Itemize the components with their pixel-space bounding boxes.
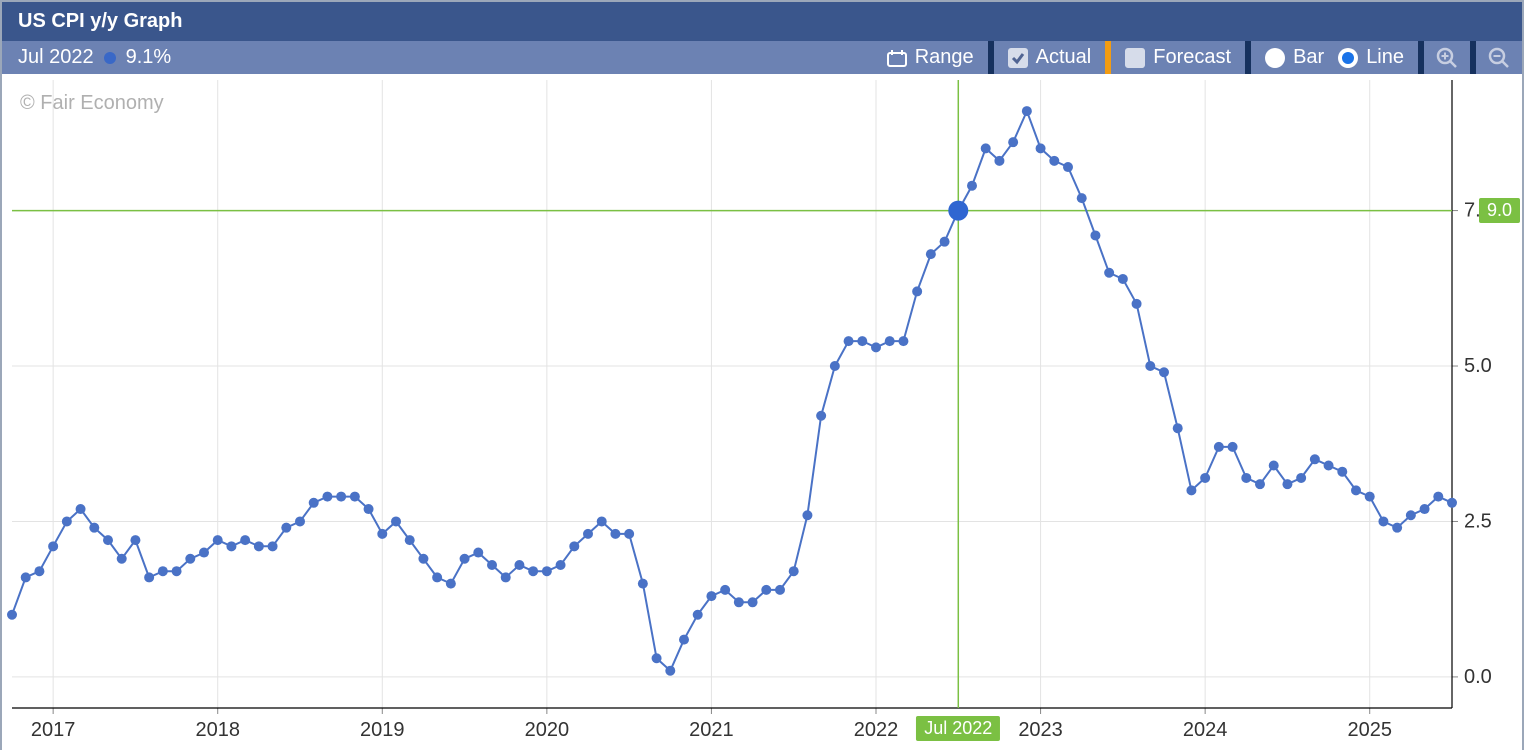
series-dot-icon [104,52,116,64]
line-label: Line [1366,46,1404,69]
radio-unchecked-icon [1265,48,1285,68]
line-radio[interactable]: Line [1338,41,1418,74]
svg-text:5.0: 5.0 [1464,355,1492,377]
zoom-in-icon [1436,47,1458,69]
svg-text:2025: 2025 [1347,719,1392,741]
checkbox-checked-icon [1008,48,1028,68]
title-bar: US CPI y/y Graph [2,2,1522,41]
svg-text:2020: 2020 [525,719,570,741]
hover-date: Jul 2022 [18,46,94,69]
forecast-toggle[interactable]: Forecast [1111,41,1245,74]
range-button[interactable]: Range [873,41,988,74]
hover-readout: Jul 2022 9.1% [2,46,171,69]
svg-text:2024: 2024 [1183,719,1228,741]
hover-value: 9.1% [126,46,172,69]
checkbox-unchecked-icon [1125,48,1145,68]
line-chart: 0.02.55.07.52017201820192020202120222023… [2,74,1522,750]
bar-label: Bar [1293,46,1324,69]
svg-text:2023: 2023 [1018,719,1063,741]
svg-text:2021: 2021 [689,719,734,741]
watermark: © Fair Economy [20,92,164,115]
zoom-out-button[interactable] [1476,41,1522,74]
forecast-label: Forecast [1153,46,1231,69]
svg-text:0.0: 0.0 [1464,666,1492,688]
svg-text:2019: 2019 [360,719,405,741]
toolbar: Jul 2022 9.1% Range Actual Forecast [2,41,1522,74]
svg-text:2018: 2018 [195,719,240,741]
range-label: Range [915,46,974,69]
chart-window: US CPI y/y Graph Jul 2022 9.1% Range Act… [0,0,1524,750]
radio-checked-icon [1338,48,1358,68]
svg-text:2017: 2017 [31,719,76,741]
bar-radio[interactable]: Bar [1251,41,1338,74]
crosshair-y-badge: 9.0 [1479,198,1520,223]
calendar-icon [887,49,907,67]
zoom-in-button[interactable] [1424,41,1470,74]
actual-label: Actual [1036,46,1092,69]
svg-text:2022: 2022 [854,719,899,741]
crosshair-x-badge: Jul 2022 [916,716,1000,741]
actual-toggle[interactable]: Actual [994,41,1106,74]
zoom-out-icon [1488,47,1510,69]
window-title: US CPI y/y Graph [18,10,183,32]
chart-area[interactable]: © Fair Economy 0.02.55.07.52017201820192… [2,74,1522,750]
svg-text:2.5: 2.5 [1464,510,1492,532]
